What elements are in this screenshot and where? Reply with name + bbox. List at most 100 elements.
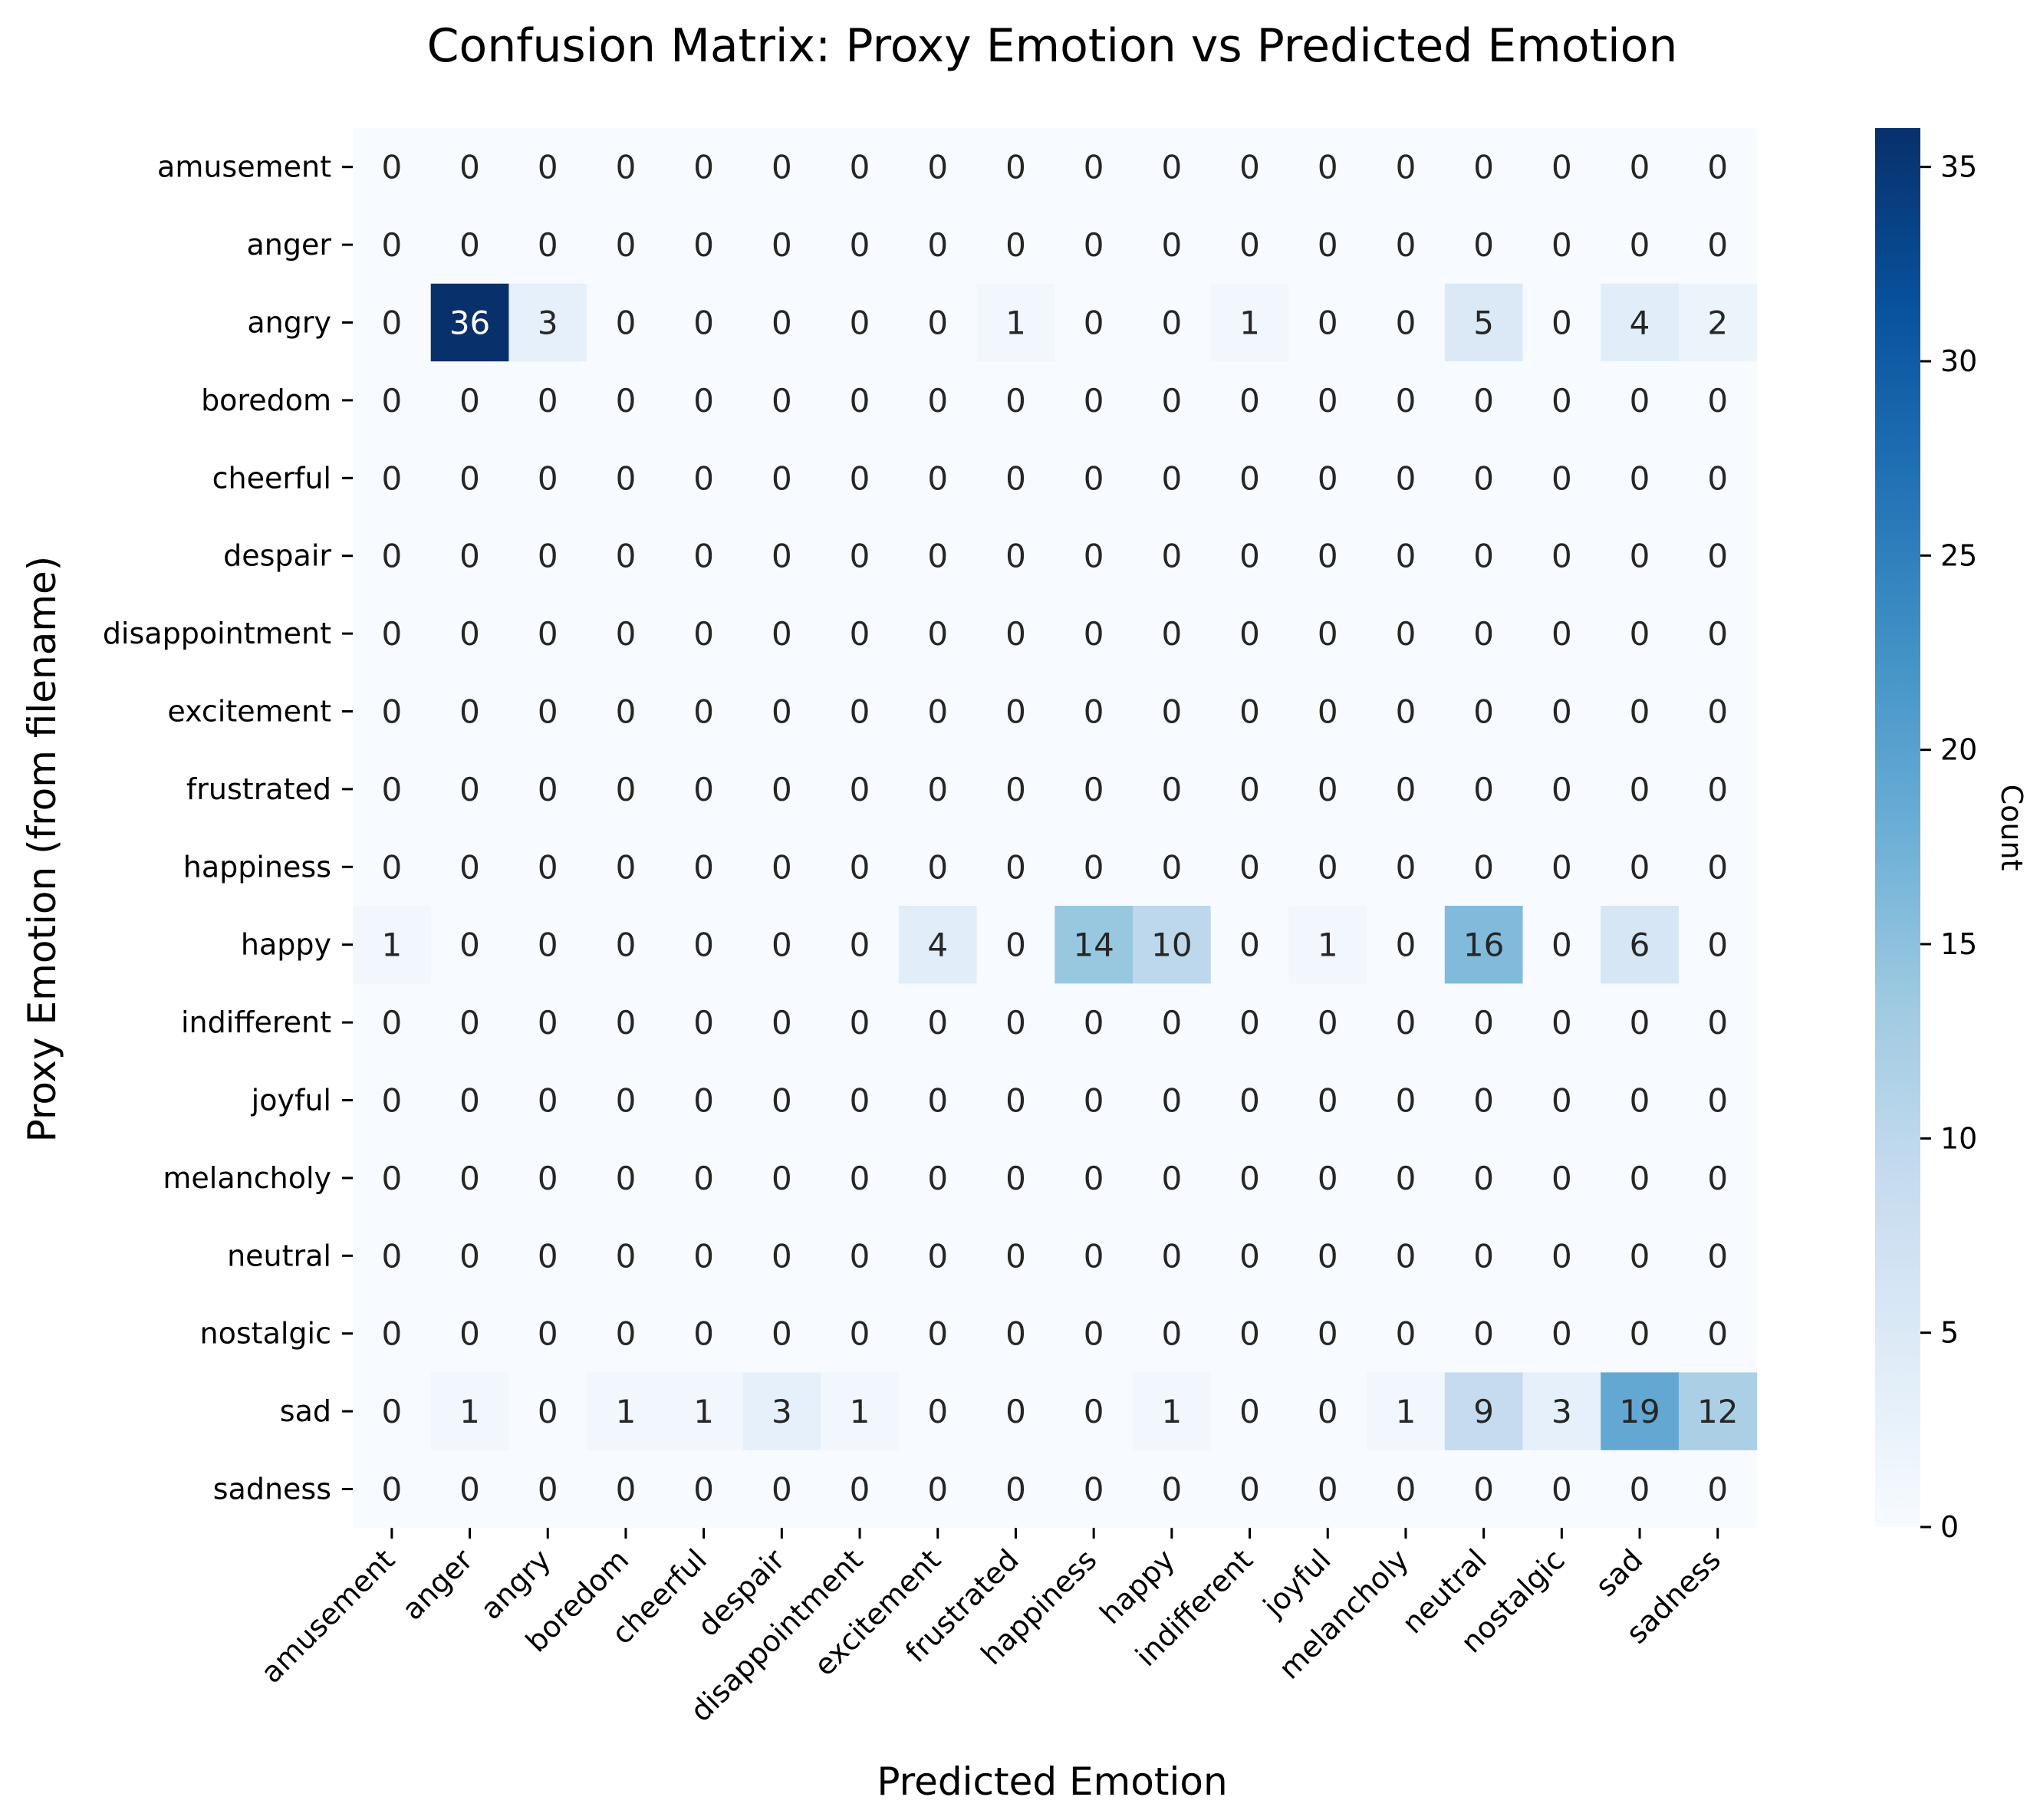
heatmap-cell	[898, 906, 978, 984]
y-tick-label: indifferent	[181, 1005, 331, 1039]
cell-value-label: 0	[1005, 538, 1026, 575]
heatmap-cell	[1210, 283, 1289, 362]
cell-value-label: 0	[850, 693, 870, 731]
cell-value-label: 0	[1630, 149, 1650, 186]
cell-value-label: 0	[1473, 848, 1494, 886]
cell-value-label: 0	[1473, 538, 1494, 575]
heatmap-cell	[1444, 1061, 1524, 1140]
heatmap-cell	[1367, 983, 1446, 1062]
heatmap-cell	[1367, 828, 1446, 907]
heatmap-cell	[1133, 1372, 1212, 1451]
cell-value-label: 0	[1551, 1082, 1572, 1120]
cell-value-label: 0	[616, 1082, 637, 1120]
heatmap-cell	[587, 672, 666, 751]
cell-value-label: 0	[381, 382, 402, 420]
cell-value-label: 1	[693, 1393, 714, 1430]
heatmap-cell	[1367, 1450, 1446, 1529]
heatmap-cell	[976, 1061, 1055, 1140]
heatmap-cell	[353, 672, 432, 751]
cell-value-label: 0	[1551, 1237, 1572, 1275]
heatmap-cell	[1133, 906, 1212, 984]
heatmap-cell	[1210, 128, 1289, 206]
cell-value-label: 0	[1161, 1315, 1182, 1353]
heatmap-cell	[508, 750, 587, 829]
cell-value-label: 0	[772, 382, 792, 420]
heatmap-cell	[1678, 1216, 1758, 1295]
heatmap-cell	[1601, 983, 1680, 1062]
heatmap-cell	[1367, 1295, 1446, 1373]
heatmap-cell	[430, 906, 509, 984]
heatmap-cell	[1522, 750, 1601, 829]
cell-value-label: 0	[772, 1004, 792, 1042]
cell-value-label: 1	[616, 1393, 637, 1430]
x-axis-label: Predicted Emotion	[877, 1759, 1227, 1804]
colorbar-ticks: 0 5 10 15 20 25 30 35	[1920, 150, 1977, 1544]
heatmap-cell	[1055, 983, 1134, 1062]
heatmap-cell	[1444, 361, 1524, 440]
cell-value-label: 0	[1396, 226, 1416, 264]
cell-value-label: 0	[1161, 771, 1182, 808]
cell-value-label: 0	[927, 1082, 948, 1120]
heatmap-cell	[587, 361, 666, 440]
heatmap-cell	[1522, 828, 1601, 907]
cell-value-label: 0	[693, 1471, 714, 1509]
heatmap-cell	[430, 828, 509, 907]
heatmap-cell	[1444, 1295, 1524, 1373]
heatmap-cell	[1522, 1372, 1601, 1451]
heatmap-cell	[1678, 517, 1758, 595]
heatmap-cell	[1522, 1295, 1601, 1373]
heatmap-cell	[1444, 283, 1524, 362]
chart-title: Confusion Matrix: Proxy Emotion vs Predi…	[427, 19, 1678, 73]
heatmap-cell	[430, 361, 509, 440]
cell-value-label: 0	[927, 1004, 948, 1042]
cell-value-label: 0	[1161, 149, 1182, 186]
cell-value-label: 0	[1707, 226, 1728, 264]
heatmap-cell	[353, 1450, 432, 1529]
heatmap-cell	[1367, 750, 1446, 829]
cell-value-label: 0	[381, 1004, 402, 1042]
cell-value-label: 0	[1396, 1315, 1416, 1353]
heatmap-cell	[664, 1450, 744, 1529]
heatmap-cell	[430, 983, 509, 1062]
heatmap-cell	[742, 1139, 821, 1218]
heatmap-cell	[1367, 361, 1446, 440]
cell-value-label: 1	[1005, 304, 1026, 342]
cell-value-label: 0	[1161, 1160, 1182, 1197]
cell-value-label: 0	[1473, 693, 1494, 731]
heatmap-cell	[1055, 594, 1134, 673]
cell-value-label: 0	[927, 1237, 948, 1275]
cell-value-label: 0	[616, 304, 637, 342]
heatmap-cell	[353, 594, 432, 673]
cell-value-label: 0	[850, 1160, 870, 1197]
cell-value-label: 0	[1551, 149, 1572, 186]
heatmap-cell	[1367, 594, 1446, 673]
heatmap-cell	[1522, 128, 1601, 206]
heatmap-cell	[1444, 1372, 1524, 1451]
heatmap-cell	[508, 1450, 587, 1529]
heatmap-cell	[1601, 594, 1680, 673]
heatmap-cell	[1444, 517, 1524, 595]
heatmap-cell	[1288, 1372, 1367, 1451]
cell-value-label: 0	[381, 304, 402, 342]
colorbar: 0 5 10 15 20 25 30 35 Count	[1875, 128, 2028, 1544]
cell-value-label: 0	[1239, 848, 1260, 886]
heatmap-cell	[587, 439, 666, 518]
cell-value-label: 0	[693, 538, 714, 575]
cell-value-label: 0	[1161, 1082, 1182, 1120]
heatmap-cell	[508, 1295, 587, 1373]
cell-value-label: 0	[1161, 693, 1182, 731]
cell-value-label: 16	[1463, 926, 1504, 964]
x-tick-label: amusement	[255, 1542, 402, 1690]
heatmap-cell	[1367, 1372, 1446, 1451]
heatmap-cell	[587, 206, 666, 285]
cell-value-label: 0	[1630, 459, 1650, 497]
cell-value-label: 0	[538, 1471, 558, 1509]
heatmap-cell	[1601, 1139, 1680, 1218]
heatmap-cell	[353, 1216, 432, 1295]
heatmap-cell	[587, 1139, 666, 1218]
cell-value-label: 0	[1630, 1471, 1650, 1509]
heatmap-cell	[1288, 1216, 1367, 1295]
heatmap-cell	[587, 594, 666, 673]
heatmap-cell	[898, 672, 978, 751]
cell-value-label: 0	[850, 1315, 870, 1353]
